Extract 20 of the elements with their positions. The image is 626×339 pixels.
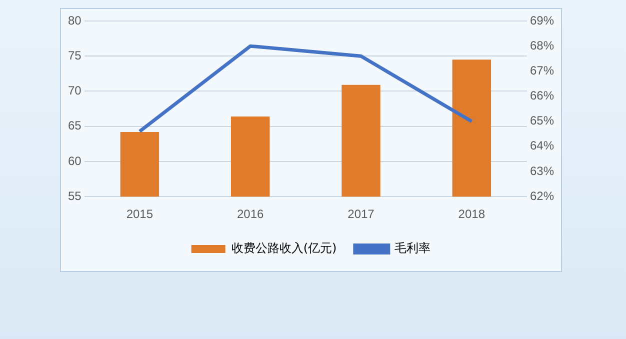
y2-tick-label: 63% xyxy=(530,164,554,178)
y-tick-label: 65 xyxy=(68,118,82,133)
x-tick-label: 2018 xyxy=(458,207,486,222)
y2-tick-label: 62% xyxy=(530,188,554,203)
y2-tick-label: 65% xyxy=(530,114,554,128)
x-tick-label: 2016 xyxy=(236,207,264,222)
x-tick-label: 2017 xyxy=(348,207,375,222)
legend-label: 收费公路收入(亿元) xyxy=(231,241,337,256)
y-tick-label: 80 xyxy=(68,13,82,28)
y-tick-label: 55 xyxy=(68,188,82,203)
y2-tick-label: 66% xyxy=(530,88,554,103)
legend-label: 毛利率 xyxy=(394,241,431,256)
y-tick-label: 70 xyxy=(68,84,82,98)
y2-tick-label: 69% xyxy=(530,13,554,28)
y2-tick-label: 68% xyxy=(530,38,554,52)
y2-tick-label: 64% xyxy=(530,138,554,153)
x-tick-label: 2015 xyxy=(126,207,154,222)
y-tick-label: 75 xyxy=(68,48,82,62)
y-tick-label: 60 xyxy=(68,154,82,168)
y2-tick-label: 67% xyxy=(530,63,554,78)
